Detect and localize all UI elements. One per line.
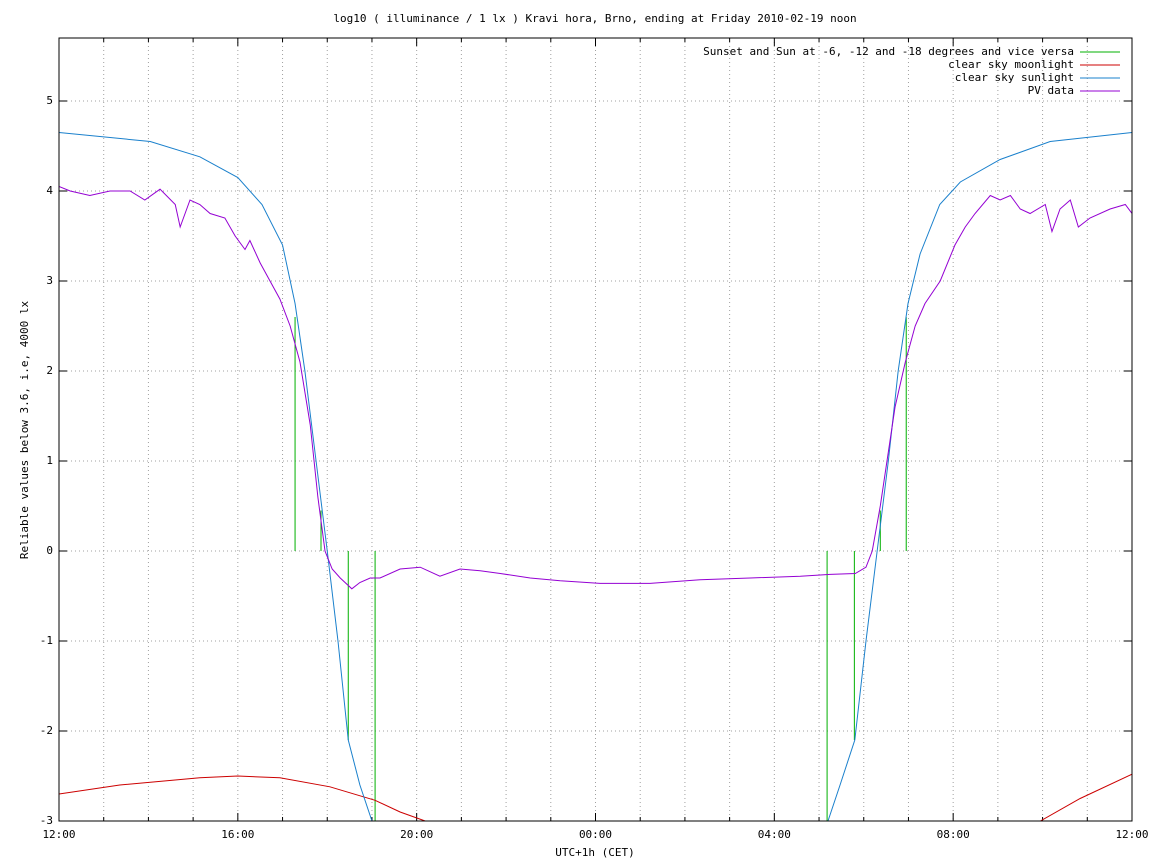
- y-tick-label: 2: [46, 364, 53, 377]
- x-tick-label: 04:00: [758, 828, 791, 841]
- data-line: [59, 773, 1132, 821]
- x-tick-label: 12:00: [42, 828, 75, 841]
- x-axis-label: UTC+1h (CET): [555, 846, 634, 859]
- legend-label: PV data: [1028, 84, 1074, 97]
- y-tick-label: 0: [46, 544, 53, 557]
- x-tick-label: 20:00: [400, 828, 433, 841]
- data-line: [59, 132, 1132, 821]
- chart-title: log10 ( illuminance / 1 lx ) Kravi hora,…: [333, 12, 856, 25]
- y-tick-label: -1: [40, 634, 53, 647]
- y-tick-label: 5: [46, 94, 53, 107]
- x-tick-label: 16:00: [221, 828, 254, 841]
- y-axis-label: Reliable values below 3.6, i.e, 4000 lx: [18, 300, 31, 559]
- data-line: [59, 186, 1132, 590]
- legend-label: Sunset and Sun at -6, -12 and -18 degree…: [703, 45, 1074, 58]
- x-tick-label: 00:00: [579, 828, 612, 841]
- x-tick-label: 08:00: [937, 828, 970, 841]
- legend-label: clear sky moonlight: [948, 58, 1074, 71]
- legend-label: clear sky sunlight: [955, 71, 1074, 84]
- y-tick-label: 1: [46, 454, 53, 467]
- plot-border: [58, 37, 1133, 822]
- x-tick-label: 12:00: [1115, 828, 1148, 841]
- y-tick-label: 4: [46, 184, 53, 197]
- y-tick-label: 3: [46, 274, 53, 287]
- y-tick-label: -3: [40, 814, 53, 827]
- y-tick-label: -2: [40, 724, 53, 737]
